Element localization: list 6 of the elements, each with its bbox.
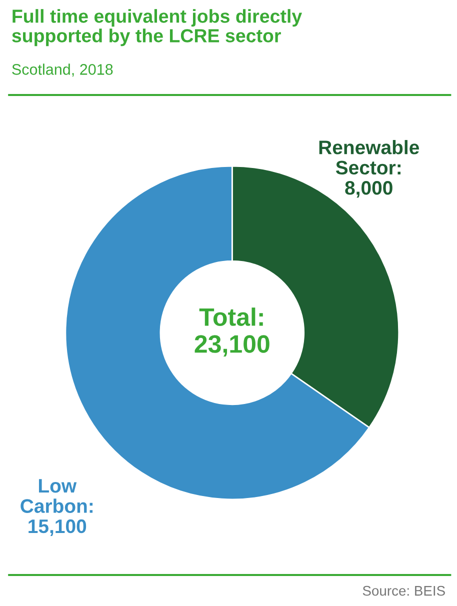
data-label: Renewable Sector: 8,000 — [319, 140, 419, 198]
chart-subtitle: Scotland, 2018 — [12, 64, 113, 77]
text: Total: 23,100 — [194, 308, 270, 356]
data-label: Low Carbon: 15,100 — [20, 479, 93, 536]
chart-title: Full time equivalent jobs directly supported by the LCRE sector — [12, 9, 302, 46]
source-note: Source: BEIS — [362, 586, 445, 596]
